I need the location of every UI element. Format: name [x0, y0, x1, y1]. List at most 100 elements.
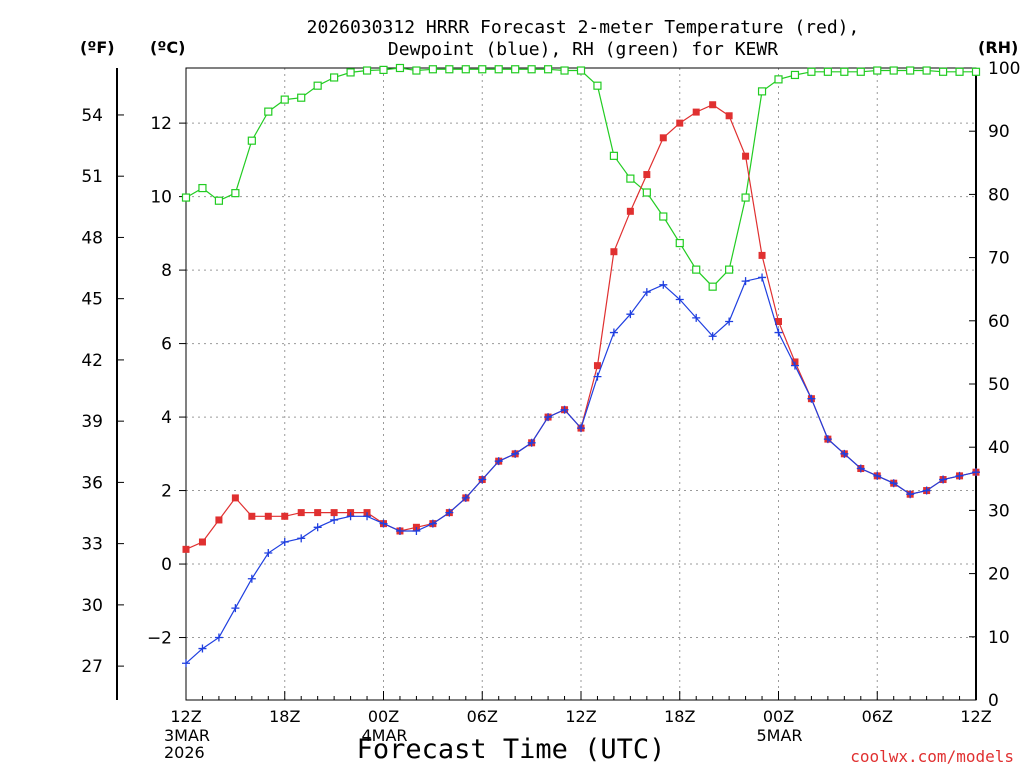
- data-point: [790, 70, 800, 80]
- fahrenheit-tick-label: 39: [81, 412, 103, 432]
- credit-text: coolwx.com/models: [850, 747, 1014, 766]
- rh-tick-label: 30: [988, 501, 1010, 521]
- data-point: [725, 112, 733, 120]
- data-point: [922, 486, 931, 495]
- data-point: [856, 67, 865, 76]
- celsius-tick-label: 6: [161, 335, 172, 355]
- data-point: [757, 87, 767, 96]
- data-point: [823, 435, 832, 444]
- data-point: [264, 107, 273, 116]
- celsius-tick-label: 12: [150, 114, 172, 134]
- data-point: [758, 251, 766, 259]
- data-point: [478, 475, 487, 484]
- chart-title-line-2: Dewpoint (blue), RH (green) for KEWR: [388, 39, 778, 60]
- fahrenheit-tick-label: 45: [81, 290, 103, 310]
- rh-tick-label: 10: [988, 628, 1010, 648]
- celsius-tick-label: 10: [150, 188, 172, 208]
- data-point: [708, 332, 717, 341]
- time-tick-label: 18Z: [664, 707, 695, 726]
- celsius-tick-label: −2: [147, 629, 172, 649]
- celsius-axis-unit: (ºC): [150, 38, 185, 57]
- data-point: [676, 119, 684, 127]
- data-point: [643, 171, 651, 179]
- date-label: 3MAR: [164, 726, 210, 745]
- date-label: 2026: [164, 743, 205, 762]
- data-point: [659, 280, 668, 289]
- data-point: [593, 362, 601, 370]
- data-point: [264, 512, 272, 520]
- rh-axis-unit: (RH): [978, 38, 1018, 57]
- data-point: [231, 189, 240, 198]
- data-point: [313, 523, 322, 532]
- rh-tick-label: 50: [988, 375, 1010, 395]
- fahrenheit-tick-label: 30: [81, 596, 103, 616]
- data-point: [494, 457, 503, 466]
- data-point: [889, 66, 898, 75]
- data-point: [362, 66, 372, 75]
- fahrenheit-tick-label: 36: [81, 473, 103, 493]
- data-point: [330, 515, 339, 524]
- data-point: [675, 238, 684, 248]
- data-point: [708, 282, 717, 291]
- time-tick-label: 12Z: [960, 707, 991, 726]
- fahrenheit-axis-ticks: 27 30 33 36 39 42 45 48 51 54: [81, 106, 124, 677]
- time-tick-label: 00Z: [368, 707, 399, 726]
- data-point: [297, 534, 306, 543]
- data-point: [363, 512, 372, 521]
- data-point: [461, 65, 470, 74]
- data-point: [395, 526, 404, 535]
- data-point: [609, 328, 618, 337]
- data-point: [725, 265, 734, 274]
- data-point: [889, 479, 898, 488]
- rh-tick-label: 90: [988, 122, 1010, 142]
- data-point: [297, 93, 306, 102]
- data-point: [264, 549, 273, 558]
- rh-tick-label: 100: [988, 59, 1020, 79]
- data-point: [807, 394, 816, 403]
- data-point: [593, 81, 602, 90]
- rh-axis-ticks: 0 10 20 30 40 50 60 70 80 90 100: [969, 59, 1020, 711]
- data-point: [856, 464, 865, 473]
- data-point: [214, 196, 224, 205]
- data-point: [412, 66, 421, 75]
- data-point: [215, 516, 223, 524]
- data-point: [198, 183, 207, 193]
- rh-series: [181, 63, 981, 291]
- data-point: [346, 68, 355, 77]
- data-point: [297, 509, 305, 517]
- data-point: [395, 63, 405, 73]
- time-tick-label: 00Z: [763, 707, 794, 726]
- rh-tick-label: 70: [988, 249, 1010, 269]
- rh-tick-label: 20: [988, 565, 1010, 585]
- data-point: [692, 108, 700, 116]
- data-point: [609, 151, 619, 160]
- time-tick-label: 06Z: [862, 707, 893, 726]
- data-point: [840, 449, 849, 458]
- data-point: [198, 538, 206, 546]
- data-point: [610, 248, 618, 256]
- data-point: [742, 152, 750, 160]
- data-point: [692, 313, 701, 322]
- data-point: [577, 424, 585, 433]
- rh-tick-label: 80: [988, 185, 1010, 205]
- date-label: 4MAR: [362, 726, 408, 745]
- data-point: [873, 471, 882, 480]
- data-point: [741, 277, 750, 286]
- data-point: [709, 101, 717, 109]
- fahrenheit-tick-label: 42: [81, 351, 103, 371]
- data-point: [543, 65, 553, 74]
- data-point: [445, 65, 454, 74]
- data-point: [906, 66, 915, 75]
- data-point: [955, 471, 964, 480]
- data-point: [511, 65, 520, 74]
- data-point: [313, 81, 322, 90]
- data-point: [823, 67, 832, 76]
- fahrenheit-axis-unit: (ºF): [80, 38, 115, 57]
- data-point: [840, 67, 849, 76]
- data-point: [280, 538, 289, 546]
- data-point: [182, 545, 190, 553]
- data-point: [955, 67, 964, 76]
- data-point: [231, 494, 239, 502]
